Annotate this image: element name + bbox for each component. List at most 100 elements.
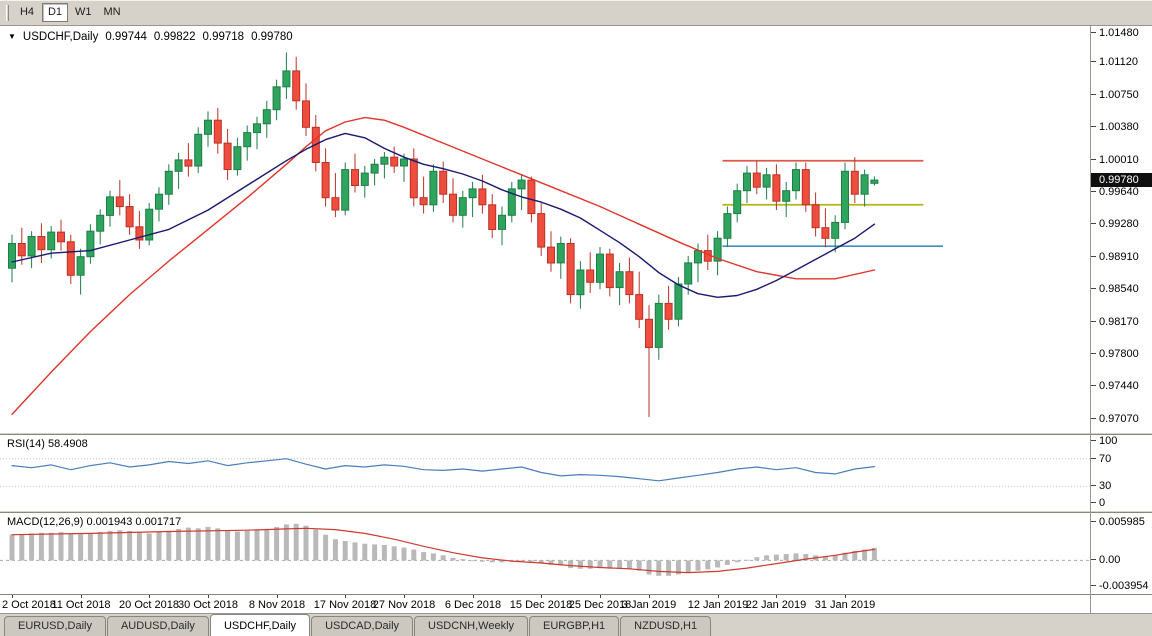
- date-label: 8 Nov 2018: [248, 599, 306, 611]
- candle: [449, 178, 457, 223]
- chart-tabs-bar: EURUSD,Daily AUDUSD,Daily USDCHF,Daily USDC…: [0, 613, 1152, 636]
- macd-bar: [117, 530, 123, 561]
- chart-tab-audusd-daily[interactable]: AUDUSD,Daily: [106, 616, 209, 636]
- toolbar-grip-handle[interactable]: [6, 4, 9, 21]
- chart-tab-eurusd-daily[interactable]: EURUSD,Daily: [4, 616, 106, 636]
- macd-bar: [146, 533, 152, 561]
- candle: [135, 210, 144, 249]
- candle: [17, 227, 26, 265]
- macd-bar: [401, 547, 407, 561]
- candle: [390, 146, 399, 174]
- candle: [821, 208, 830, 248]
- chart-tab-usdchf-daily[interactable]: USDCHF,Daily: [209, 614, 311, 636]
- rsi-scale-label: 30: [1091, 480, 1152, 492]
- candle: [870, 176, 879, 186]
- macd-bar: [362, 543, 368, 561]
- candle: [125, 194, 134, 235]
- macd-bar: [176, 528, 182, 561]
- macd-bar: [577, 560, 583, 569]
- date-tick-mark: [208, 595, 209, 598]
- macd-bar: [656, 560, 662, 576]
- macd-bar: [185, 527, 191, 561]
- date-label: 30 Oct 2018: [178, 599, 238, 611]
- macd-scale-axis[interactable]: 0.005985 0.00 -0.003954: [1091, 513, 1152, 594]
- macd-bar: [685, 560, 691, 573]
- macd-bar: [303, 525, 309, 561]
- candle: [155, 187, 163, 222]
- date-tick-mark: [404, 595, 405, 598]
- candle: [233, 137, 242, 176]
- date-axis[interactable]: 2 Oct 2018 11 Oct 2018 20 Oct 2018 30 Oct 2…: [0, 594, 1152, 613]
- candle: [351, 153, 359, 193]
- date-label: 15 Dec 2018: [509, 599, 573, 611]
- macd-histogram: [9, 523, 877, 576]
- macd-panel-canvas[interactable]: [0, 513, 1090, 594]
- macd-bar: [548, 560, 554, 565]
- main-chart-canvas[interactable]: [0, 26, 1090, 432]
- ohlc-open-value: 0.99744: [105, 31, 147, 43]
- timeframe-button-w1[interactable]: W1: [75, 6, 92, 18]
- candle: [792, 162, 800, 200]
- timeframe-button-h4[interactable]: H4: [19, 6, 35, 18]
- macd-bar: [499, 560, 505, 563]
- candle: [762, 167, 771, 200]
- current-price-badge: 0.99780: [1091, 173, 1152, 187]
- date-label: 3 Jan 2019: [621, 599, 677, 611]
- macd-bar: [695, 560, 701, 571]
- ohlc-high-value: 0.99822: [153, 31, 196, 43]
- macd-bar: [421, 552, 427, 561]
- candle: [400, 153, 408, 182]
- chart-tab-nzdusd-h1[interactable]: NZDUSD,H1: [620, 616, 712, 636]
- candle: [713, 231, 722, 276]
- macd-bar: [587, 560, 593, 569]
- chart-tab-usdcad-daily[interactable]: USDCAD,Daily: [311, 616, 414, 636]
- candle: [664, 285, 673, 330]
- macd-bar: [626, 560, 632, 570]
- macd-bar: [254, 530, 260, 561]
- macd-bar: [58, 532, 64, 561]
- timeframe-buttons-group: H4 D1 W1 MN: [14, 3, 128, 22]
- date-label: 12 Jan 2019: [687, 599, 749, 611]
- macd-bar: [675, 560, 681, 575]
- price-tick-label: 0.97440: [1091, 380, 1152, 392]
- candle: [370, 159, 379, 186]
- macd-indicator-label: MACD(12,26,9) 0.001943 0.001717: [7, 516, 182, 528]
- rsi-scale-label: 0: [1091, 497, 1152, 509]
- candle: [429, 164, 438, 212]
- candle: [174, 152, 183, 189]
- macd-bar: [715, 560, 721, 568]
- macd-bar: [764, 555, 770, 561]
- macd-bar: [244, 530, 250, 561]
- rsi-scale-label: 70: [1091, 453, 1152, 465]
- macd-bar: [773, 554, 779, 561]
- candle: [213, 107, 222, 154]
- date-label: 31 Jan 2019: [814, 599, 876, 611]
- candle: [194, 127, 203, 174]
- date-label: 27 Nov 2018: [372, 599, 436, 611]
- candle: [302, 83, 310, 137]
- candle: [96, 209, 105, 245]
- candle: [253, 116, 261, 150]
- date-tick-mark: [649, 595, 650, 598]
- price-axis[interactable]: 0.99780 1.01480 1.01120 1.00750 1.00380 1.00…: [1091, 26, 1152, 432]
- rsi-panel-canvas[interactable]: [0, 435, 1090, 510]
- panel-splitter-rsi[interactable]: [0, 432, 1152, 435]
- rsi-scale-axis[interactable]: 100 70 30 0: [1091, 435, 1152, 510]
- panel-splitter-macd[interactable]: [0, 510, 1152, 513]
- macd-bar: [822, 555, 828, 561]
- timeframe-button-mn[interactable]: MN: [103, 6, 121, 18]
- macd-scale-label: 0.00: [1091, 554, 1152, 566]
- ohlc-close-value: 0.99780: [251, 31, 293, 43]
- macd-bar: [332, 539, 338, 561]
- macd-bar: [528, 560, 534, 562]
- macd-bar: [734, 560, 740, 563]
- timeframe-button-d1[interactable]: D1: [42, 3, 68, 22]
- chart-symbol-label: USDCHF,Daily: [22, 31, 99, 43]
- macd-bar: [871, 547, 877, 561]
- candle: [547, 231, 555, 272]
- candle: [723, 206, 732, 248]
- chart-tab-usdcnh-weekly[interactable]: USDCNH,Weekly: [414, 616, 529, 636]
- chart-tab-eurgbp-h1[interactable]: EURGBP,H1: [529, 616, 620, 636]
- candle: [498, 206, 506, 246]
